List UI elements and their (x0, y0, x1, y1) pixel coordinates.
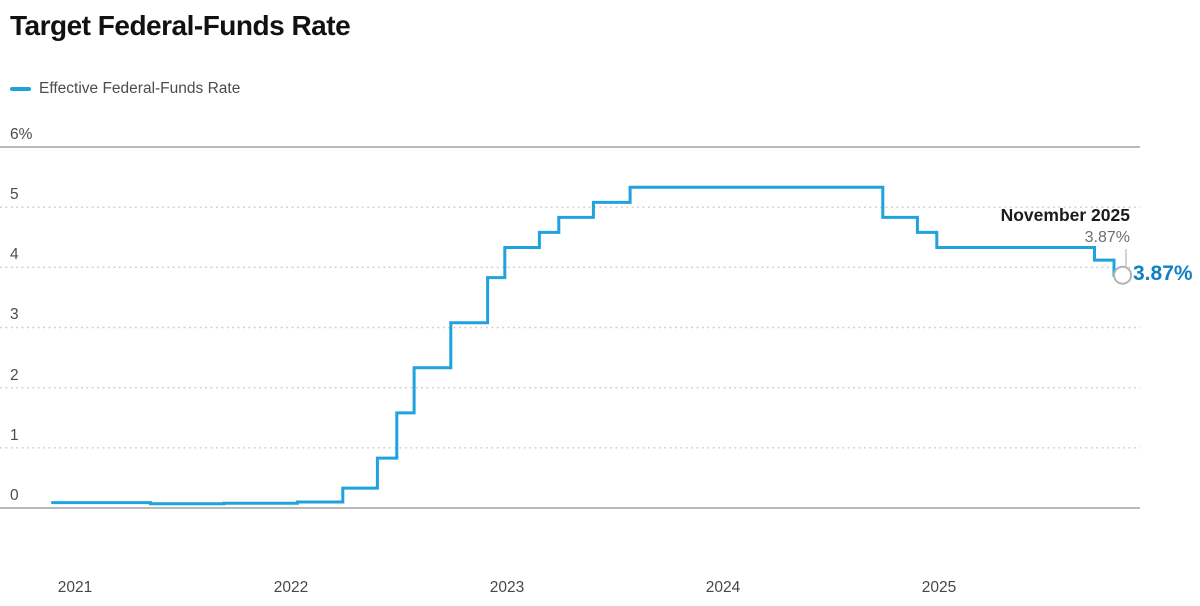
x-tick-label: 2023 (489, 579, 525, 596)
annotation-end-value: 3.87% (1133, 262, 1193, 285)
legend-line-swatch-icon (10, 87, 31, 91)
y-tick-label: 5 (10, 186, 19, 204)
y-tick-label: 4 (10, 246, 19, 264)
y-tick-label: 2 (10, 366, 19, 384)
y-tick-label: 0 (10, 487, 19, 504)
x-tick-label: 2025 (921, 579, 957, 596)
annotation-date: November 2025 (1000, 205, 1130, 225)
y-tick-label: 6% (10, 125, 33, 143)
chart-title: Target Federal-Funds Rate (10, 10, 351, 41)
legend: Effective Federal-Funds Rate (10, 80, 240, 98)
end-point-marker (1113, 265, 1133, 285)
x-tick-label: 2021 (57, 579, 93, 596)
x-tick-label: 2022 (273, 579, 309, 596)
legend-label: Effective Federal-Funds Rate (39, 80, 241, 97)
rate-step-line (51, 185, 1123, 506)
y-tick-label: 3 (10, 306, 19, 324)
annotation-rate-callout: 3.87% (1084, 229, 1130, 246)
y-tick-label: 1 (10, 426, 19, 444)
x-tick-label: 2024 (705, 579, 741, 596)
